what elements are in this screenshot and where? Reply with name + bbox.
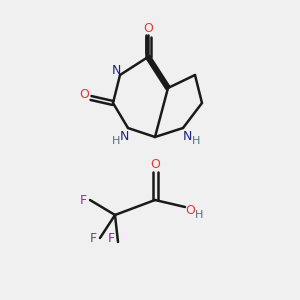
Text: F: F	[107, 232, 115, 244]
Text: N: N	[111, 64, 121, 76]
Text: H: H	[192, 136, 200, 146]
Text: H: H	[195, 210, 203, 220]
Text: N: N	[119, 130, 129, 142]
Text: O: O	[143, 22, 153, 35]
Text: F: F	[80, 194, 87, 206]
Text: H: H	[112, 136, 120, 146]
Text: O: O	[79, 88, 89, 101]
Text: O: O	[150, 158, 160, 170]
Text: N: N	[182, 130, 192, 142]
Text: O: O	[185, 203, 195, 217]
Text: F: F	[89, 232, 97, 244]
